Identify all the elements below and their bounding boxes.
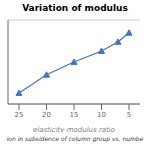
svg-text:elasticity modulus ratio: elasticity modulus ratio bbox=[33, 126, 115, 132]
svg-text:20: 20 bbox=[42, 111, 51, 119]
svg-text:25: 25 bbox=[15, 111, 24, 119]
svg-text:15: 15 bbox=[70, 111, 79, 119]
html-text:ion in subsidence of column gr: ion in subsidence of column group vs. nu… bbox=[6, 135, 144, 142]
svg-text:10: 10 bbox=[97, 111, 106, 119]
html-text:Variation of modulus: Variation of modulus bbox=[22, 3, 128, 13]
svg-text:5: 5 bbox=[127, 111, 131, 119]
